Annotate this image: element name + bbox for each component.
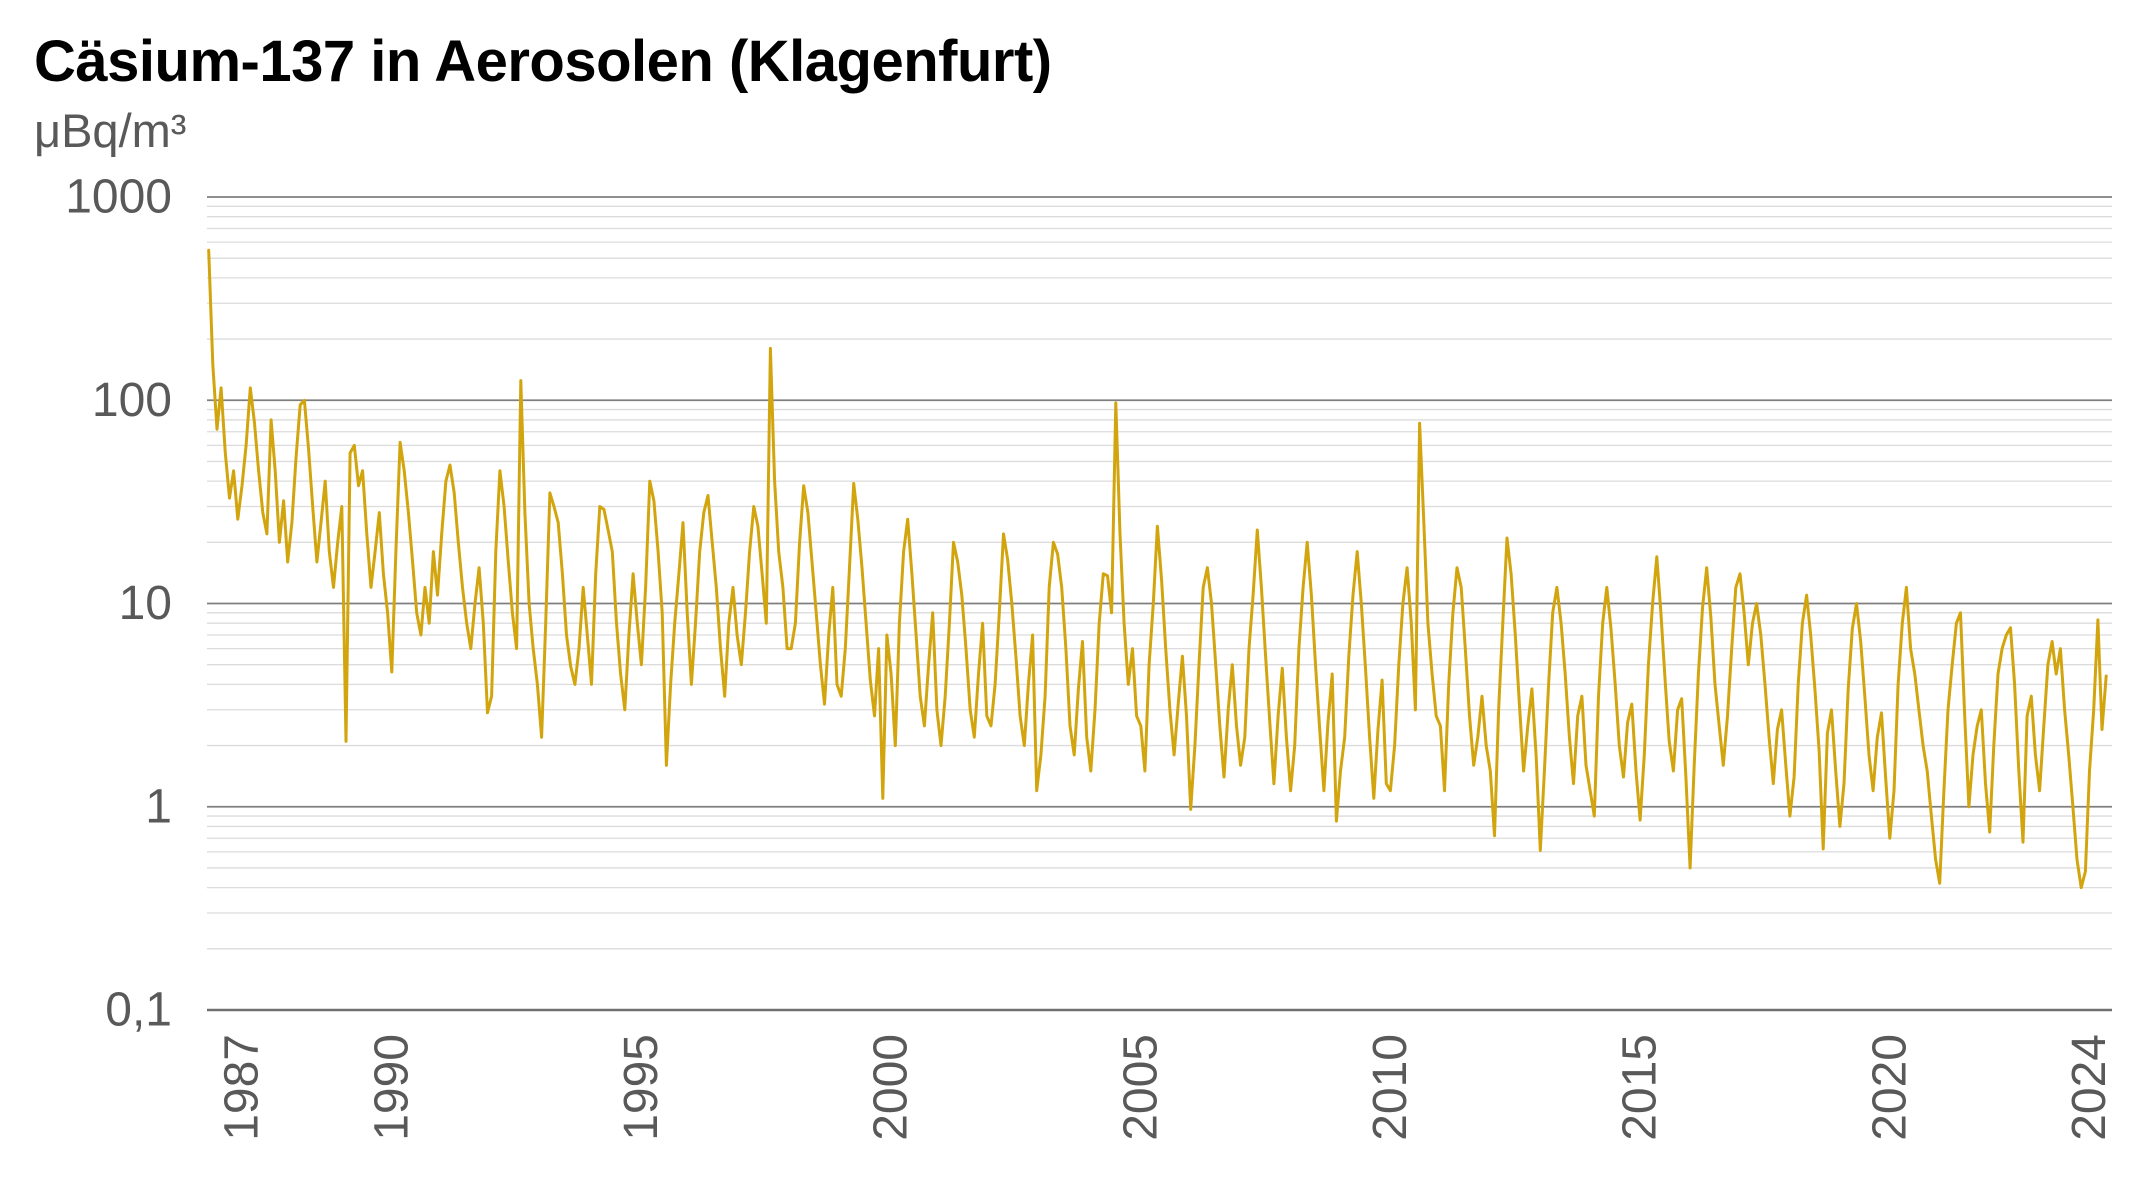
cs137-line-series	[207, 248, 2108, 890]
chart-title: Cäsium-137 in Aerosolen (Klagenfurt)	[34, 29, 1052, 94]
y-axis-tick-label: 0,1	[105, 984, 172, 1037]
x-axis-tick-label: 2005	[1114, 1034, 1167, 1141]
y-axis-tick-label: 100	[92, 374, 172, 427]
y-axis-tick-label: 1	[145, 780, 172, 833]
y-axis-unit-label: μBq/m³	[34, 104, 187, 157]
y-axis-tick-label: 10	[119, 577, 172, 630]
x-axis-tick-label: 2024	[2063, 1034, 2116, 1141]
x-axis-tick-label: 1987	[215, 1034, 268, 1141]
x-axis-tick-label: 2015	[1614, 1034, 1667, 1141]
x-axis-tick-label: 2020	[1863, 1034, 1916, 1141]
x-axis-tick-label: 2000	[865, 1034, 918, 1141]
y-axis-tick-label: 1000	[65, 171, 172, 224]
x-axis-tick-label: 1995	[615, 1034, 668, 1141]
x-axis-tick-label: 1990	[365, 1034, 418, 1141]
x-axis-tick-label: 2010	[1364, 1034, 1417, 1141]
